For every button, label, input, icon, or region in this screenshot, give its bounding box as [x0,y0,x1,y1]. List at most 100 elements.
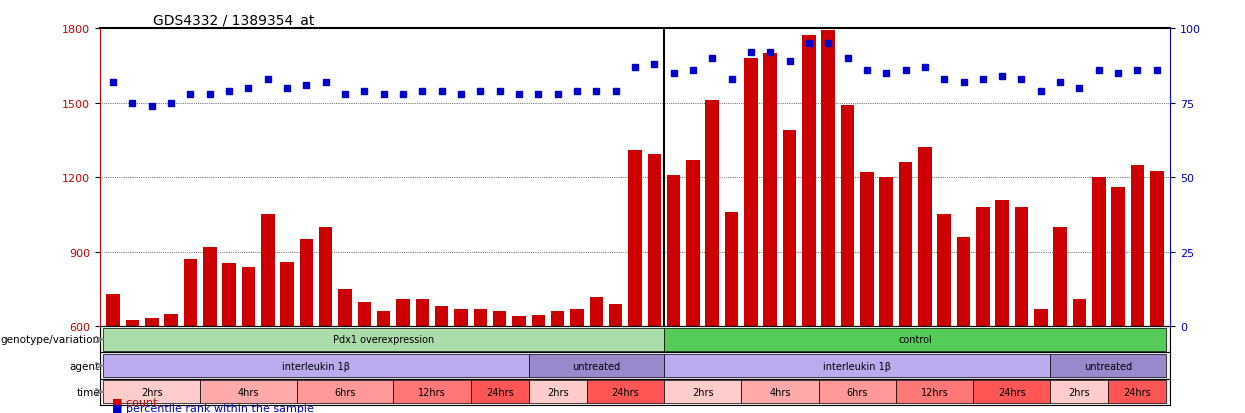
Bar [435,307,448,413]
Bar [242,267,255,413]
Bar [745,59,758,413]
FancyBboxPatch shape [664,354,1051,377]
Bar [937,215,951,413]
Bar [725,212,738,413]
Text: 4hrs: 4hrs [769,387,791,397]
Text: 2hrs: 2hrs [141,387,163,397]
Bar [976,207,990,413]
FancyBboxPatch shape [471,380,529,404]
Bar [454,309,468,413]
FancyBboxPatch shape [1051,354,1167,377]
Bar [1035,309,1047,413]
Bar [629,150,641,413]
Text: control: control [899,335,933,344]
FancyBboxPatch shape [103,354,529,377]
Text: 24hrs: 24hrs [611,387,639,397]
Bar [1073,299,1086,413]
Text: ■ count: ■ count [112,397,158,407]
Text: untreated: untreated [573,361,620,370]
Bar [512,317,525,413]
Bar [1092,178,1106,413]
Text: 2hrs: 2hrs [1068,387,1091,397]
FancyBboxPatch shape [103,328,664,351]
Text: 24hrs: 24hrs [998,387,1026,397]
Bar [570,309,584,413]
Bar [667,175,680,413]
Text: agent: agent [70,361,100,370]
Bar [106,294,120,413]
Text: 4hrs: 4hrs [238,387,259,397]
Bar [706,101,720,413]
Text: 2hrs: 2hrs [547,387,569,397]
Bar [493,312,507,413]
Bar [164,314,178,413]
Text: interleukin 1β: interleukin 1β [823,361,891,370]
Bar [396,299,410,413]
Bar [1150,171,1164,413]
Bar [1015,207,1028,413]
Bar [1130,165,1144,413]
Bar [590,297,603,413]
Text: untreated: untreated [1084,361,1133,370]
Bar [686,160,700,413]
FancyBboxPatch shape [103,380,200,404]
FancyBboxPatch shape [664,328,1167,351]
Bar [879,178,893,413]
FancyBboxPatch shape [586,380,664,404]
Bar [377,312,391,413]
FancyBboxPatch shape [741,380,818,404]
Bar [996,200,1008,413]
Bar [822,31,835,413]
FancyBboxPatch shape [818,380,896,404]
Bar [300,240,314,413]
Bar [532,316,545,413]
Bar [416,299,430,413]
Bar [473,309,487,413]
Text: 12hrs: 12hrs [920,387,949,397]
Bar [1112,188,1125,413]
Text: ■ percentile rank within the sample: ■ percentile rank within the sample [112,403,314,413]
Bar [647,154,661,413]
Text: GDS4332 / 1389354_at: GDS4332 / 1389354_at [153,14,315,28]
Text: 2hrs: 2hrs [692,387,713,397]
Text: 24hrs: 24hrs [486,387,513,397]
Bar [918,148,931,413]
Bar [126,320,139,413]
Bar [840,106,854,413]
Bar [860,173,874,413]
Bar [319,228,332,413]
Bar [609,304,622,413]
Bar [802,36,815,413]
FancyBboxPatch shape [200,380,296,404]
Bar [550,312,564,413]
Bar [783,131,797,413]
Text: time: time [76,387,100,397]
FancyBboxPatch shape [296,380,393,404]
Bar [956,237,970,413]
Text: genotype/variation: genotype/variation [1,335,100,344]
FancyBboxPatch shape [393,380,471,404]
Bar [339,290,352,413]
FancyBboxPatch shape [529,380,586,404]
Text: Pdx1 overexpression: Pdx1 overexpression [334,335,435,344]
FancyBboxPatch shape [529,354,664,377]
Text: 24hrs: 24hrs [1123,387,1152,397]
FancyBboxPatch shape [896,380,974,404]
Bar [357,302,371,413]
Bar [280,262,294,413]
Bar [899,163,913,413]
Bar [763,54,777,413]
Bar [1053,228,1067,413]
FancyBboxPatch shape [1108,380,1167,404]
Text: 6hrs: 6hrs [847,387,868,397]
Bar [261,215,274,413]
Bar [203,247,217,413]
Bar [144,318,158,413]
Bar [223,263,235,413]
Bar [184,260,197,413]
FancyBboxPatch shape [664,380,741,404]
Text: 6hrs: 6hrs [335,387,356,397]
Text: interleukin 1β: interleukin 1β [283,361,350,370]
FancyBboxPatch shape [974,380,1051,404]
Text: 12hrs: 12hrs [418,387,446,397]
